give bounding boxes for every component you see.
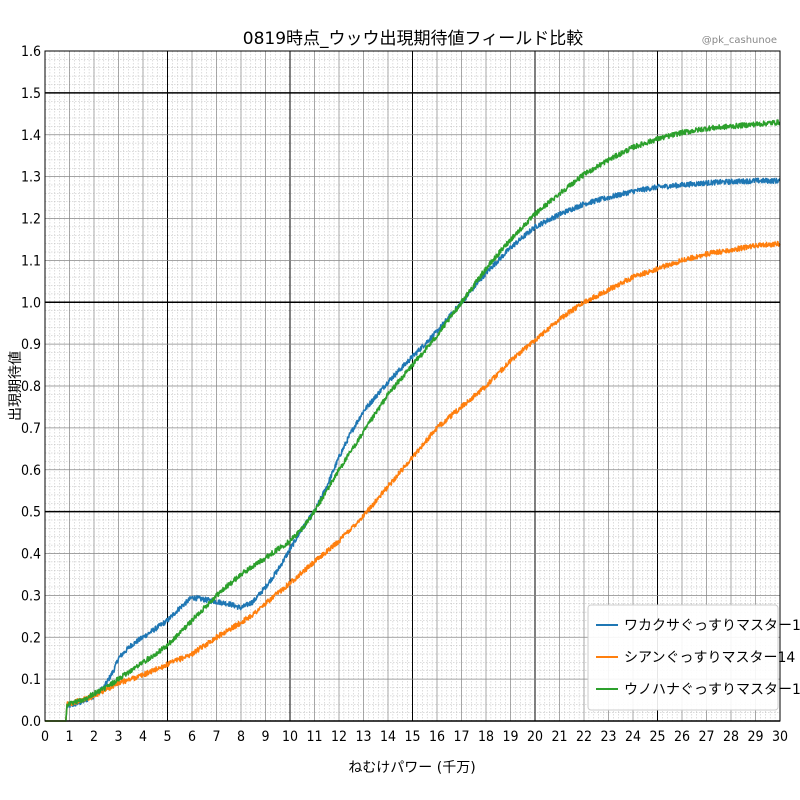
legend-box: [587, 604, 779, 711]
y-tick-label: 1.2: [21, 212, 41, 228]
x-tick-label: 0: [41, 729, 49, 745]
x-tick-label: 29: [747, 729, 763, 745]
x-tick-label: 12: [331, 729, 347, 745]
legend-label-0: ワカクサぐっすりマスター17: [624, 618, 800, 634]
x-tick-label: 22: [576, 729, 592, 745]
legend-label-2: ウノハナぐっすりマスター10: [624, 682, 800, 698]
y-tick-label: 0.6: [21, 463, 41, 479]
y-tick-label: 1.5: [21, 86, 41, 102]
x-tick-label: 16: [429, 729, 445, 745]
x-tick-label: 21: [551, 729, 567, 745]
credit-label: @pk_cashunoe: [702, 35, 777, 46]
x-tick-label: 20: [527, 729, 543, 745]
x-tick-label: 13: [355, 729, 371, 745]
y-axis-ticks: 0.0 0.1 0.2 0.3 0.4 0.5 0.6 0.7 0.8 0.9 1.0 1.1 1.2 1…: [21, 44, 41, 730]
y-tick-label: 0.5: [21, 505, 41, 521]
legend: ワカクサぐっすりマスター17 シアンぐっすりマスター14 ウノハナぐっすりマスタ…: [587, 604, 800, 711]
x-tick-label: 23: [600, 729, 616, 745]
y-tick-label: 0.3: [21, 588, 41, 604]
x-tick-label: 26: [674, 729, 690, 745]
series-line-0: [44, 177, 781, 722]
legend-label-1: シアンぐっすりマスター14: [624, 650, 795, 666]
chart-title: 0819時点_ウッウ出現期待値フィールド比較: [243, 29, 583, 49]
x-tick-label: 19: [502, 729, 518, 745]
y-tick-label: 0.2: [21, 630, 41, 646]
y-tick-label: 0.4: [21, 547, 41, 563]
plot-frame: [44, 50, 781, 722]
y-tick-label: 1.0: [21, 295, 41, 311]
y-tick-label: 1.3: [21, 170, 41, 186]
y-tick-label: 1.1: [21, 253, 41, 269]
x-tick-label: 6: [188, 729, 196, 745]
y-tick-label: 1.6: [21, 44, 41, 60]
y-tick-label: 0.0: [21, 714, 41, 730]
x-tick-label: 3: [114, 729, 122, 745]
series-line-2: [44, 119, 781, 722]
x-tick-label: 17: [453, 729, 469, 745]
y-tick-label: 1.4: [21, 128, 41, 144]
x-tick-label: 15: [404, 729, 420, 745]
series-line-1: [44, 240, 781, 722]
series-lines: [44, 119, 781, 722]
x-tick-label: 18: [478, 729, 494, 745]
y-axis-label: 出現期待値: [8, 351, 24, 421]
y-tick-label: 0.8: [21, 379, 41, 395]
x-axis-label: ねむけパワー (千万): [348, 760, 475, 776]
x-tick-label: 5: [163, 729, 171, 745]
x-tick-label: 27: [698, 729, 714, 745]
x-tick-label: 25: [649, 729, 665, 745]
x-tick-label: 7: [212, 729, 220, 745]
x-tick-label: 9: [261, 729, 269, 745]
x-tick-label: 10: [282, 729, 298, 745]
x-tick-label: 14: [380, 729, 396, 745]
x-tick-label: 1: [65, 729, 73, 745]
y-tick-label: 0.9: [21, 337, 41, 353]
x-tick-label: 8: [237, 729, 245, 745]
x-tick-label: 4: [139, 729, 147, 745]
y-tick-label: 0.1: [21, 672, 41, 688]
x-tick-label: 11: [306, 729, 322, 745]
x-axis-ticks: 0 1 2 3 4 5 6 7 8 9 10 11 12 13 14 15 16 17 18 19 20 21 22 23 24…: [41, 729, 788, 745]
x-tick-label: 28: [723, 729, 739, 745]
x-tick-label: 2: [90, 729, 98, 745]
x-tick-label: 24: [625, 729, 641, 745]
y-tick-label: 0.7: [21, 421, 41, 437]
x-tick-label: 30: [772, 729, 788, 745]
